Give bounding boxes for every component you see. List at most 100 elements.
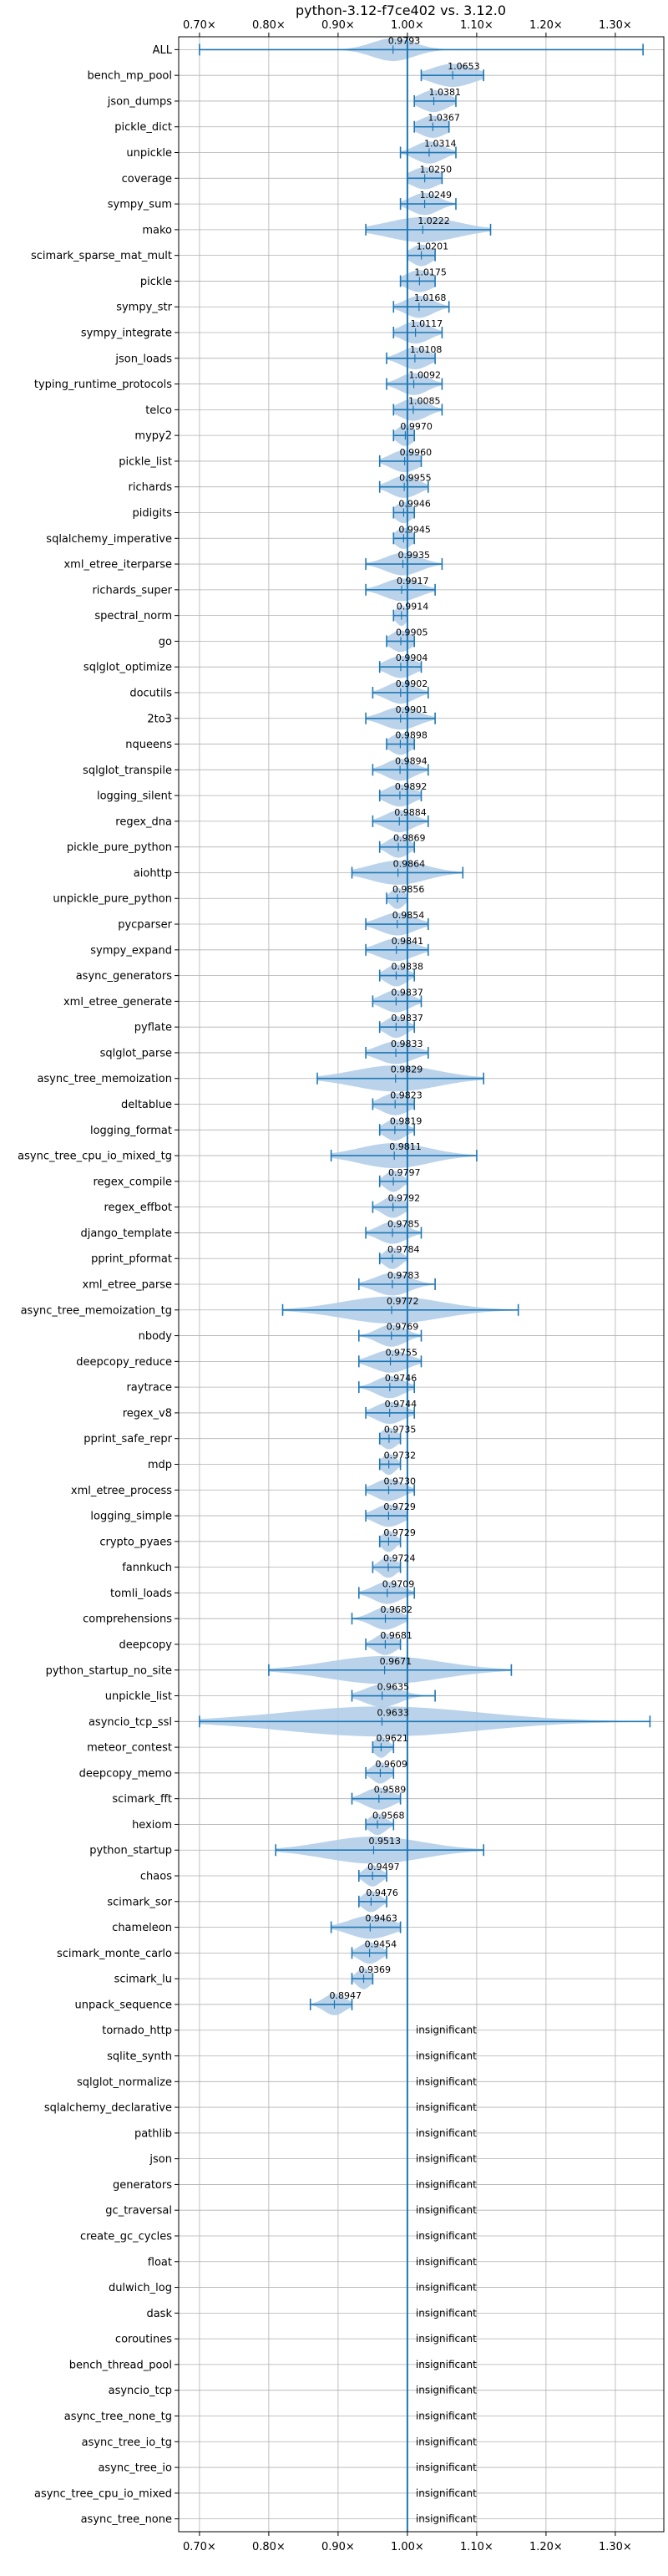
- y-tick-label: regex_compile: [93, 1176, 172, 1188]
- y-tick-label: bench_mp_pool: [87, 70, 172, 83]
- y-tick-label: comprehensions: [83, 1613, 172, 1626]
- y-tick-label: sqlglot_parse: [100, 1047, 172, 1059]
- value-label: 0.9772: [387, 1296, 419, 1307]
- value-label: 1.0117: [411, 318, 443, 329]
- value-label: 0.9589: [374, 1785, 407, 1796]
- y-tick-label: go: [159, 636, 172, 648]
- y-tick-label: scimark_sor: [107, 1896, 172, 1908]
- value-label: 0.9898: [395, 730, 428, 741]
- y-tick-label: json_dumps: [107, 95, 172, 108]
- value-label: 0.9884: [394, 807, 427, 818]
- value-label: 0.9744: [385, 1399, 418, 1410]
- value-label: 0.9621: [376, 1733, 408, 1744]
- y-tick-label: sympy_expand: [90, 944, 172, 957]
- value-label: 0.9633: [377, 1707, 409, 1718]
- y-tick-label: sqlglot_transpile: [83, 765, 172, 777]
- value-label: 0.9769: [387, 1322, 419, 1333]
- value-label: 1.0250: [420, 164, 453, 175]
- y-tick-label: unpickle_list: [105, 1690, 172, 1703]
- y-tick-label: async_tree_io_tg: [82, 2436, 172, 2449]
- y-tick-label: scimark_lu: [114, 1974, 172, 1986]
- y-tick-label: nbody: [139, 1330, 173, 1343]
- y-tick-label: async_tree_memoization: [37, 1073, 172, 1085]
- value-label: 0.9905: [396, 627, 428, 638]
- y-tick-label: hexiom: [132, 1819, 172, 1832]
- y-tick-label: scimark_monte_carlo: [57, 1948, 172, 1960]
- y-tick-label: sqlalchemy_imperative: [46, 533, 172, 546]
- y-tick-label: chameleon: [112, 1922, 172, 1934]
- y-tick-label: pycparser: [118, 919, 172, 932]
- value-label: 1.0175: [414, 267, 447, 277]
- insignificant-label: insignificant: [416, 2153, 477, 2165]
- value-label: 1.0222: [418, 216, 450, 226]
- y-tick-label: bench_thread_pool: [69, 2359, 172, 2371]
- x-tick-label-bottom: 1.20×: [529, 2541, 563, 2553]
- value-label: 0.9785: [387, 1218, 420, 1229]
- y-tick-label: deepcopy_reduce: [76, 1356, 172, 1369]
- value-label: 1.0381: [429, 87, 462, 98]
- y-tick-label: asyncio_tcp_ssl: [89, 1716, 172, 1729]
- y-tick-label: raytrace: [126, 1382, 172, 1395]
- value-label: 0.9854: [392, 910, 425, 921]
- insignificant-label: insignificant: [416, 2359, 477, 2370]
- y-tick-label: tornado_http: [102, 2025, 172, 2037]
- y-tick-label: pickle_pure_python: [67, 841, 172, 854]
- value-label: 0.9797: [388, 1167, 421, 1178]
- y-tick-label: gc_traversal: [105, 2205, 172, 2218]
- y-tick-label: mdp: [148, 1459, 172, 1471]
- insignificant-label: insignificant: [416, 2333, 477, 2345]
- value-label: 0.9892: [395, 781, 428, 792]
- value-label: 0.9864: [393, 858, 426, 869]
- insignificant-label: insignificant: [416, 2436, 477, 2447]
- y-tick-label: async_tree_none: [81, 2513, 172, 2526]
- value-label: 0.9682: [381, 1604, 413, 1615]
- y-tick-label: unpickle: [126, 147, 172, 160]
- y-tick-label: async_tree_memoization_tg: [21, 1304, 172, 1317]
- y-tick-label: logging_silent: [97, 790, 172, 803]
- x-tick-label-top: 1.00×: [391, 19, 424, 32]
- value-label: 0.9955: [399, 473, 432, 484]
- label-layer: 0.9793 1.0653 1.0381 1.0367 1.0314 1.0250 1.02…: [330, 35, 480, 2524]
- value-label: 0.9709: [382, 1578, 415, 1589]
- value-label: 0.9970: [400, 421, 433, 432]
- y-tick-label: async_tree_cpu_io_mixed: [34, 2487, 172, 2500]
- x-tick-label-top: 0.90×: [321, 19, 355, 32]
- value-label: 0.9454: [365, 1938, 397, 1949]
- y-tick-label: pathlib: [134, 2127, 172, 2140]
- y-tick-label: unpickle_pure_python: [53, 893, 172, 906]
- y-tick-label: sqlglot_optimize: [84, 662, 172, 674]
- insignificant-label: insignificant: [416, 2076, 477, 2087]
- value-label: 1.0168: [414, 292, 447, 303]
- y-tick-label: pickle_list: [119, 455, 172, 468]
- value-label: 1.0201: [417, 241, 449, 252]
- insignificant-label: insignificant: [416, 2256, 477, 2268]
- value-label: 0.9837: [391, 1013, 423, 1024]
- y-tick-label: sympy_sum: [108, 199, 172, 211]
- y-tick-label: pprint_safe_repr: [84, 1433, 172, 1446]
- y-tick-label: sympy_integrate: [81, 328, 172, 340]
- insignificant-label: insignificant: [416, 2513, 477, 2525]
- value-label: 0.9856: [392, 884, 425, 895]
- y-tick-label: typing_runtime_protocols: [34, 379, 172, 391]
- y-tick-label: json_loads: [114, 353, 172, 365]
- y-tick-label: json: [149, 2153, 172, 2166]
- chart-title: python-3.12-f7ce402 vs. 3.12.0: [296, 3, 506, 18]
- y-tick-label: xml_etree_parse: [83, 1279, 172, 1292]
- y-tick-label: xml_etree_iterparse: [63, 559, 172, 572]
- y-tick-label: logging_simple: [90, 1511, 172, 1523]
- y-tick-label: async_tree_io: [98, 2462, 172, 2475]
- y-tick-label: logging_format: [90, 1125, 172, 1137]
- y-tick-label: pyflate: [134, 1022, 172, 1034]
- value-label: 0.9823: [390, 1090, 423, 1101]
- value-label: 0.9783: [387, 1270, 420, 1281]
- y-tick-label: chaos: [140, 1871, 172, 1883]
- x-tick-label-bottom: 1.30×: [599, 2541, 632, 2553]
- value-label: 0.9729: [383, 1527, 416, 1538]
- value-label: 0.8947: [330, 1990, 362, 2001]
- value-label: 0.9681: [380, 1630, 412, 1641]
- y-tick-label: float: [148, 2256, 172, 2269]
- value-label: 0.9369: [359, 1964, 392, 1975]
- y-tick-label: aiohttp: [134, 867, 172, 880]
- value-label: 0.9671: [380, 1656, 412, 1667]
